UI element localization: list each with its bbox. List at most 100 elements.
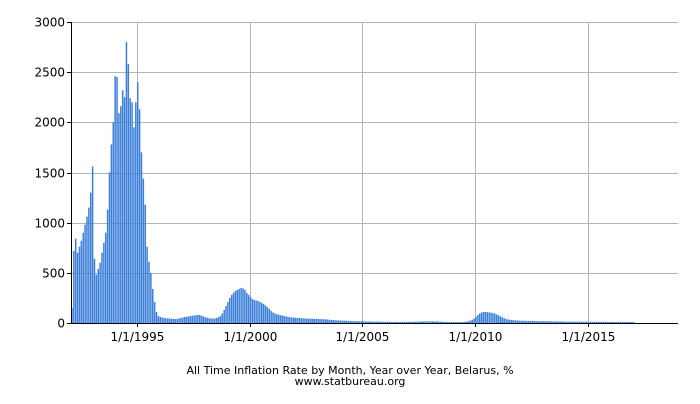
bar <box>323 319 325 323</box>
bar <box>619 321 622 323</box>
bar <box>86 216 88 323</box>
bar <box>616 321 618 323</box>
bar <box>388 321 391 323</box>
bar <box>525 320 528 323</box>
bar <box>234 290 237 323</box>
bar <box>512 320 515 323</box>
bar <box>437 321 440 323</box>
bar <box>161 317 163 323</box>
bar <box>285 316 287 323</box>
bar <box>287 316 289 323</box>
bar <box>396 321 398 323</box>
bar <box>603 321 605 323</box>
bar <box>501 317 504 323</box>
bar <box>576 321 579 323</box>
bar <box>520 320 522 323</box>
bar <box>341 320 344 323</box>
bar <box>206 317 208 323</box>
bar <box>586 321 588 323</box>
bar <box>150 272 152 323</box>
bar <box>204 317 207 323</box>
bar <box>432 321 434 323</box>
bar <box>375 321 378 323</box>
bar <box>101 252 103 323</box>
bar <box>572 321 575 323</box>
bar <box>550 321 552 323</box>
bar <box>499 316 502 323</box>
bar <box>281 315 284 323</box>
bar <box>398 321 400 323</box>
x-tick-label: 1/1/2010 <box>449 330 503 344</box>
bar <box>428 321 430 323</box>
bar <box>354 321 357 323</box>
bar <box>413 321 415 323</box>
bar <box>426 321 428 323</box>
bar <box>531 320 534 323</box>
bar <box>578 321 581 323</box>
bar <box>247 294 250 323</box>
bar <box>289 317 291 323</box>
bar <box>120 106 122 323</box>
bar <box>366 321 368 323</box>
bar <box>225 305 227 323</box>
y-tick-label: 1000 <box>34 217 65 231</box>
y-tick-label: 1500 <box>34 167 65 181</box>
bar <box>221 313 224 323</box>
bar <box>584 321 586 323</box>
bar <box>319 319 321 323</box>
bar <box>610 321 613 323</box>
bar <box>482 311 485 323</box>
bar <box>152 288 154 323</box>
bar <box>135 102 137 324</box>
bar <box>362 321 364 323</box>
bar <box>420 321 423 323</box>
bar <box>283 315 286 323</box>
bar <box>627 322 629 323</box>
bar <box>621 322 624 323</box>
bar <box>138 109 141 323</box>
bar <box>458 322 460 323</box>
bar <box>629 322 631 323</box>
bar <box>170 318 173 323</box>
bar <box>127 64 130 323</box>
bar <box>606 321 609 323</box>
bar <box>475 316 477 323</box>
bar <box>554 321 556 323</box>
bar <box>544 321 547 323</box>
bar <box>191 315 193 323</box>
bar <box>608 321 611 323</box>
bar <box>480 312 483 323</box>
bar <box>385 321 387 323</box>
bar <box>343 320 346 323</box>
bar <box>223 309 225 323</box>
bar <box>227 301 229 323</box>
bar <box>315 318 317 323</box>
bar <box>490 312 492 323</box>
bar <box>238 288 240 323</box>
bar <box>125 42 128 323</box>
bar <box>189 316 192 323</box>
plot-background <box>71 22 678 323</box>
bar <box>198 315 201 323</box>
bar <box>571 321 573 323</box>
bar <box>430 321 432 323</box>
bar <box>631 322 633 323</box>
bar <box>477 314 479 323</box>
bar <box>597 321 599 323</box>
x-tick-label: 1/1/2015 <box>562 330 616 344</box>
bar <box>505 318 507 323</box>
bar <box>165 318 167 323</box>
bar <box>552 321 554 323</box>
bar <box>339 320 342 323</box>
bar <box>539 321 541 323</box>
bar <box>559 321 562 323</box>
bar <box>74 238 77 323</box>
bar <box>368 321 370 323</box>
bar <box>219 315 222 323</box>
bar <box>514 320 517 323</box>
bar <box>260 302 263 323</box>
bar <box>277 314 280 323</box>
bar <box>503 318 505 323</box>
bar <box>377 321 380 323</box>
bar <box>296 317 299 323</box>
